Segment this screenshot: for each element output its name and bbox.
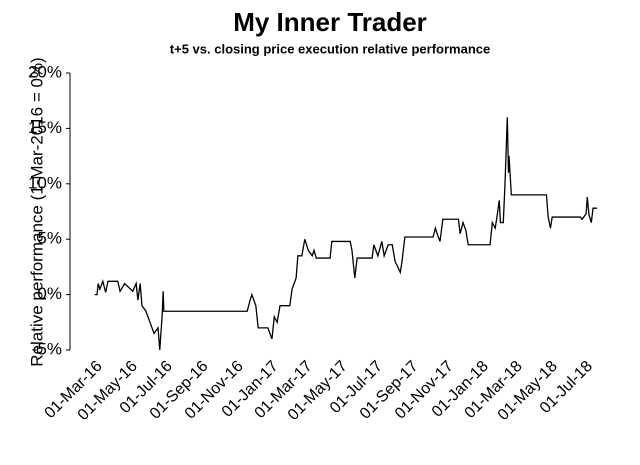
y-axis-label: Relative performance (1-Mar-2016 = 0%)	[27, 57, 46, 366]
y-tick-label: 10%	[28, 173, 62, 192]
data-line	[94, 117, 598, 351]
y-tick-label: 20%	[28, 62, 62, 81]
y-tick-label: 0%	[37, 284, 62, 303]
y-tick-label: 15%	[28, 118, 62, 137]
y-tick-label: -5%	[32, 339, 62, 358]
chart-title: My Inner Trader	[233, 7, 427, 37]
y-tick-label: 5%	[37, 229, 62, 248]
chart-subtitle: t+5 vs. closing price execution relative…	[170, 41, 490, 56]
